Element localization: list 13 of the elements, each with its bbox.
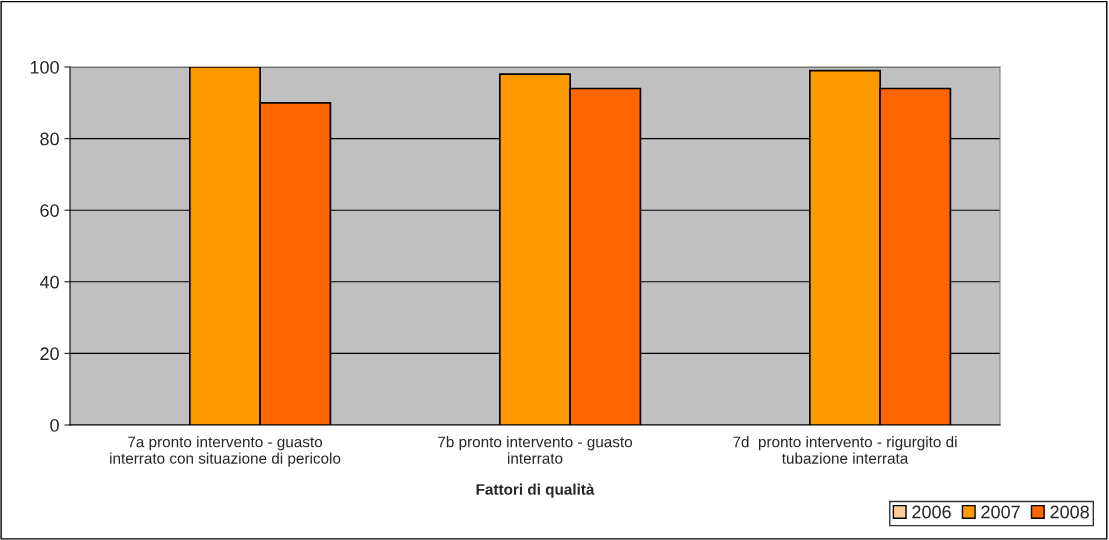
- legend-label: 2007: [981, 505, 1020, 519]
- y-tick-label: 100: [30, 60, 59, 74]
- legend-label: 2006: [912, 505, 951, 519]
- y-tick-label: 60: [40, 204, 59, 217]
- y-tick-label: 20: [40, 347, 59, 361]
- x-tick-label: 7b pronto intervento - guasto interrato: [438, 436, 633, 464]
- y-tick-label: 80: [40, 132, 59, 146]
- y-tick-label: 40: [39, 275, 59, 289]
- x-axis-title: Fattori di qualità: [476, 483, 595, 498]
- legend-label: 2008: [1050, 505, 1089, 519]
- x-tick-label: 7a pronto intervento - guasto interrato con situazione di pericolo: [110, 436, 341, 467]
- y-tick-label: 0: [50, 418, 59, 432]
- x-tick-label: 7d pronto intervento - rigurgito di tubazione interrata: [733, 436, 957, 464]
